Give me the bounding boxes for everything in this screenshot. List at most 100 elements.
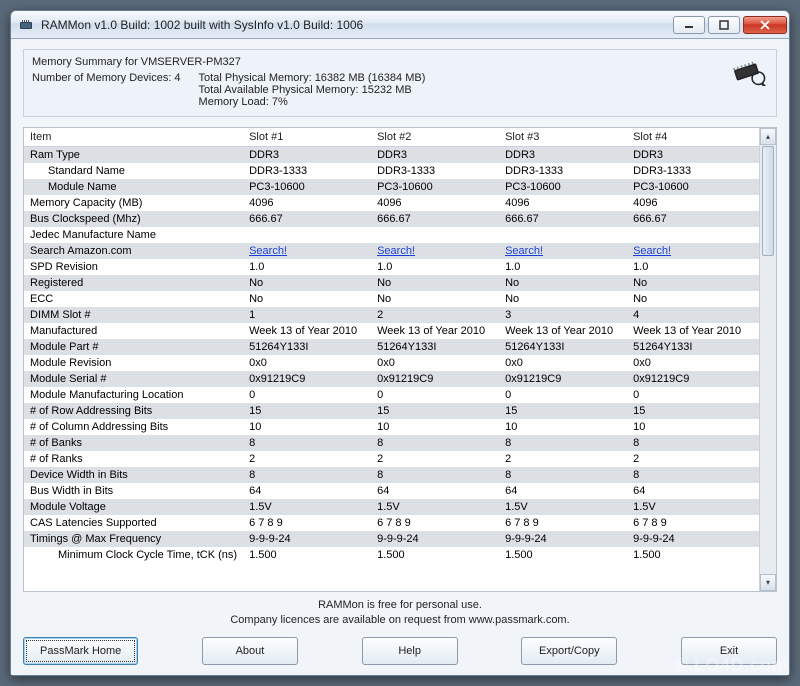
cell-value: 10 <box>499 419 627 435</box>
scroll-thumb[interactable] <box>762 146 774 256</box>
cell-value: 1.0 <box>371 259 499 275</box>
cell-value: 10 <box>627 419 759 435</box>
table-row[interactable]: Timings @ Max Frequency9-9-9-249-9-9-249… <box>24 531 759 547</box>
cell-value: 1.0 <box>243 259 371 275</box>
cell-value: 2 <box>627 451 759 467</box>
row-label: # of Column Addressing Bits <box>24 419 243 435</box>
cell-value: 2 <box>499 451 627 467</box>
search-link[interactable]: Search! <box>499 243 627 259</box>
cell-value: 1.500 <box>371 547 499 563</box>
table-row[interactable]: ManufacturedWeek 13 of Year 2010Week 13 … <box>24 323 759 339</box>
cell-value: 0 <box>371 387 499 403</box>
cell-value: 0x91219C9 <box>371 371 499 387</box>
cell-value <box>243 227 371 243</box>
scroll-up-button[interactable]: ▴ <box>760 128 776 145</box>
memory-table-container: Item Slot #1 Slot #2 Slot #3 Slot #4 Ram… <box>23 127 777 592</box>
table-row[interactable]: Minimum Clock Cycle Time, tCK (ns)1.5001… <box>24 547 759 563</box>
cell-value: 1.0 <box>627 259 759 275</box>
cell-value: 0x91219C9 <box>499 371 627 387</box>
cell-value: DDR3 <box>499 147 627 164</box>
cell-value: 2 <box>243 451 371 467</box>
cell-value: Week 13 of Year 2010 <box>371 323 499 339</box>
table-row[interactable]: Module Revision0x00x00x00x0 <box>24 355 759 371</box>
table-row[interactable]: Module Serial #0x91219C90x91219C90x91219… <box>24 371 759 387</box>
cell-value: 15 <box>627 403 759 419</box>
help-button[interactable]: Help <box>362 637 458 665</box>
col-slot-4[interactable]: Slot #4 <box>627 128 759 147</box>
vertical-scrollbar[interactable]: ▴ ▾ <box>759 128 776 591</box>
cell-value: 8 <box>243 467 371 483</box>
minimize-button[interactable] <box>673 16 705 34</box>
cell-value: No <box>499 275 627 291</box>
table-row[interactable]: ECCNoNoNoNo <box>24 291 759 307</box>
passmark-home-button[interactable]: PassMark Home <box>23 637 138 665</box>
search-link[interactable]: Search! <box>371 243 499 259</box>
col-slot-3[interactable]: Slot #3 <box>499 128 627 147</box>
titlebar[interactable]: RAMMon v1.0 Build: 1002 built with SysIn… <box>11 11 789 39</box>
table-row[interactable]: RegisteredNoNoNoNo <box>24 275 759 291</box>
cell-value: DDR3 <box>627 147 759 164</box>
cell-value: 64 <box>627 483 759 499</box>
search-link[interactable]: Search! <box>627 243 759 259</box>
col-item[interactable]: Item <box>24 128 243 147</box>
cell-value: 6 7 8 9 <box>499 515 627 531</box>
cell-value: 9-9-9-24 <box>627 531 759 547</box>
table-row[interactable]: Module Voltage1.5V1.5V1.5V1.5V <box>24 499 759 515</box>
cell-value: 10 <box>371 419 499 435</box>
row-label: Ram Type <box>24 147 243 164</box>
table-scroll: Item Slot #1 Slot #2 Slot #3 Slot #4 Ram… <box>24 128 759 591</box>
cell-value: PC3-10600 <box>371 179 499 195</box>
button-row: PassMark Home About Help Export/Copy Exi… <box>23 637 777 665</box>
cell-value: 666.67 <box>371 211 499 227</box>
cell-value: No <box>371 275 499 291</box>
table-row[interactable]: # of Banks8888 <box>24 435 759 451</box>
table-row[interactable]: Bus Width in Bits64646464 <box>24 483 759 499</box>
cell-value: 9-9-9-24 <box>371 531 499 547</box>
row-label: # of Banks <box>24 435 243 451</box>
table-row[interactable]: CAS Latencies Supported6 7 8 96 7 8 96 7… <box>24 515 759 531</box>
table-row[interactable]: SPD Revision1.01.01.01.0 <box>24 259 759 275</box>
table-row[interactable]: Standard NameDDR3-1333DDR3-1333DDR3-1333… <box>24 163 759 179</box>
cell-value: 1.5V <box>243 499 371 515</box>
row-label: Module Part # <box>24 339 243 355</box>
cell-value: DDR3-1333 <box>371 163 499 179</box>
cell-value: 6 7 8 9 <box>243 515 371 531</box>
table-row[interactable]: Module NamePC3-10600PC3-10600PC3-10600PC… <box>24 179 759 195</box>
summary-totals: Total Physical Memory: 16382 MB (16384 M… <box>199 72 426 108</box>
scroll-down-button[interactable]: ▾ <box>760 574 776 591</box>
cell-value: 0 <box>243 387 371 403</box>
summary-devices: Number of Memory Devices: 4 <box>32 72 181 108</box>
table-row[interactable]: Device Width in Bits8888 <box>24 467 759 483</box>
cell-value: 10 <box>243 419 371 435</box>
cell-value: No <box>499 291 627 307</box>
cell-value: 8 <box>371 467 499 483</box>
cell-value: 0x0 <box>243 355 371 371</box>
table-row[interactable]: Search Amazon.comSearch!Search!Search!Se… <box>24 243 759 259</box>
maximize-button[interactable] <box>708 16 740 34</box>
cell-value: 8 <box>371 435 499 451</box>
search-link[interactable]: Search! <box>243 243 371 259</box>
app-window: RAMMon v1.0 Build: 1002 built with SysIn… <box>10 10 790 676</box>
cell-value: No <box>371 291 499 307</box>
summary-total-physical: Total Physical Memory: 16382 MB (16384 M… <box>199 72 426 84</box>
table-row[interactable]: DIMM Slot #1234 <box>24 307 759 323</box>
col-slot-1[interactable]: Slot #1 <box>243 128 371 147</box>
table-row[interactable]: Bus Clockspeed (Mhz)666.67666.67666.6766… <box>24 211 759 227</box>
close-button[interactable] <box>743 16 787 34</box>
table-row[interactable]: # of Column Addressing Bits10101010 <box>24 419 759 435</box>
table-row[interactable]: # of Row Addressing Bits15151515 <box>24 403 759 419</box>
table-row[interactable]: Ram TypeDDR3DDR3DDR3DDR3 <box>24 147 759 164</box>
cell-value: 9-9-9-24 <box>243 531 371 547</box>
col-slot-2[interactable]: Slot #2 <box>371 128 499 147</box>
table-row[interactable]: Module Manufacturing Location0000 <box>24 387 759 403</box>
cell-value: DDR3-1333 <box>243 163 371 179</box>
cell-value: DDR3 <box>371 147 499 164</box>
table-row[interactable]: # of Ranks2222 <box>24 451 759 467</box>
cell-value: DDR3 <box>243 147 371 164</box>
export-copy-button[interactable]: Export/Copy <box>521 637 617 665</box>
about-button[interactable]: About <box>202 637 298 665</box>
table-row[interactable]: Jedec Manufacture Name <box>24 227 759 243</box>
row-label: Registered <box>24 275 243 291</box>
table-row[interactable]: Memory Capacity (MB)4096409640964096 <box>24 195 759 211</box>
table-row[interactable]: Module Part #51264Y133I51264Y133I51264Y1… <box>24 339 759 355</box>
